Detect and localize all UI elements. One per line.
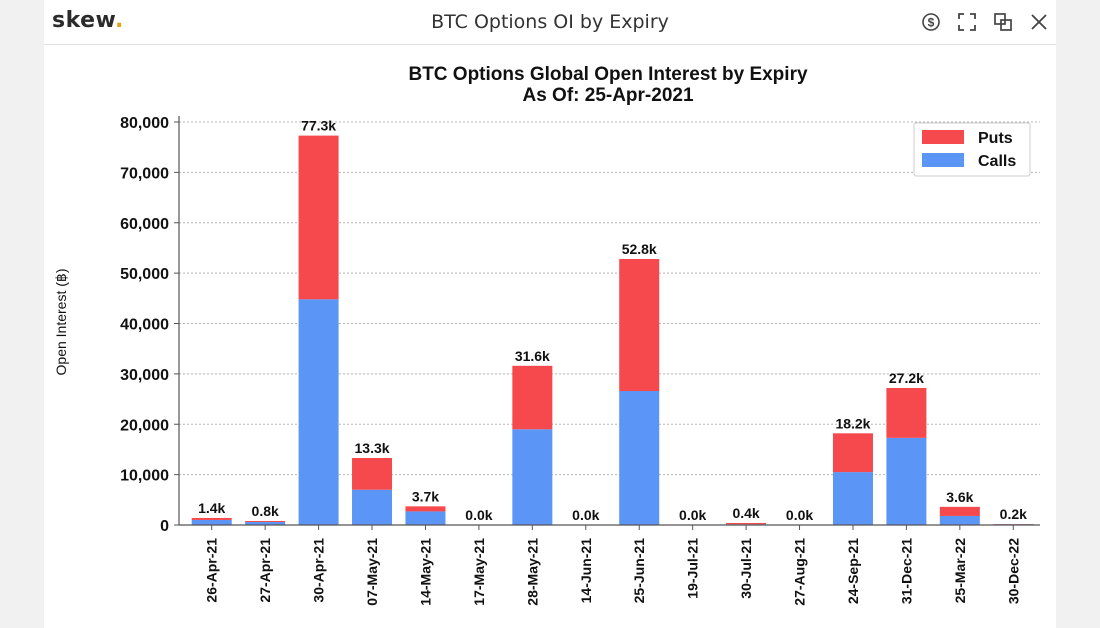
x-tick-label: 19-Jul-21	[685, 538, 701, 599]
bar-calls	[619, 391, 660, 525]
brand-name: skew	[52, 8, 115, 33]
total-data-label: 3.6k	[946, 489, 973, 505]
x-tick-label: 14-Jun-21	[578, 538, 594, 604]
bar-puts	[619, 259, 660, 392]
total-data-label: 52.8k	[622, 241, 657, 257]
total-data-label: 3.7k	[412, 488, 439, 504]
x-tick-label: 24-Sep-21	[845, 538, 861, 604]
bar-puts	[245, 520, 286, 522]
popout-icon[interactable]	[992, 11, 1014, 33]
bar-puts	[512, 365, 553, 430]
x-tick-label: 30-Dec-22	[1005, 538, 1021, 604]
y-axis-label: Open Interest (฿)	[53, 269, 69, 376]
bar-calls	[886, 437, 927, 525]
x-tick-label: 27-Apr-21	[257, 538, 273, 603]
chart-title: BTC Options Global Open Interest by Expi…	[408, 64, 807, 85]
total-data-label: 77.3k	[301, 118, 336, 134]
total-data-label: 0.0k	[465, 507, 492, 523]
bar-calls	[512, 429, 553, 525]
y-tick-label: 10,000	[120, 468, 169, 485]
legend: Puts Calls	[913, 122, 1031, 177]
y-tick-label: 30,000	[120, 367, 169, 384]
window-controls: $	[920, 9, 1050, 35]
x-tick-label: 25-Mar-22	[952, 538, 968, 604]
bar-calls	[245, 521, 286, 525]
bar-puts	[832, 433, 873, 473]
window-title: BTC Options OI by Expiry	[431, 11, 669, 33]
x-tick-label: 27-Aug-21	[792, 538, 808, 606]
x-tick-label: 07-May-21	[364, 538, 380, 606]
axes: 0 10,000 20,000 30,000 40,000 50,000 60,000 70,…	[120, 115, 1040, 606]
y-tick-label: 0	[160, 518, 169, 535]
bars: 1.4k 0.8k 77.3k 13.3k 3.7k 0.0k 31.6k 0.0k 52.8k…	[191, 118, 1034, 525]
bar-calls	[939, 515, 980, 525]
bar-calls	[405, 511, 446, 525]
bar-puts	[939, 506, 980, 516]
x-tick-label: 28-May-21	[524, 538, 540, 606]
total-data-label: 0.0k	[572, 507, 599, 523]
x-tick-label: 17-May-21	[471, 538, 487, 606]
legend-label: Puts	[978, 130, 1013, 147]
chart-subtitle: As Of: 25-Apr-2021	[522, 85, 693, 106]
brand-logo[interactable]: skew.	[52, 8, 124, 33]
currency-icon[interactable]: $	[920, 11, 942, 33]
bar-puts	[726, 522, 767, 525]
total-data-label: 31.6k	[515, 348, 550, 364]
bar-puts	[886, 387, 927, 438]
y-tick-label: 50,000	[120, 266, 169, 283]
close-icon[interactable]	[1028, 11, 1050, 33]
x-tick-label: 14-May-21	[417, 538, 433, 606]
total-data-label: 0.4k	[732, 505, 759, 521]
y-tick-label: 40,000	[120, 317, 169, 334]
bar-puts	[405, 506, 446, 512]
bar-calls	[298, 299, 339, 525]
legend-swatch	[922, 130, 964, 144]
window-header: skew. BTC Options OI by Expiry $	[44, 0, 1056, 45]
x-tick-label: 26-Apr-21	[204, 538, 220, 603]
y-tick-label: 60,000	[120, 216, 169, 233]
x-tick-label: 30-Jul-21	[738, 538, 754, 599]
legend-label: Calls	[978, 153, 1016, 170]
bar-calls	[832, 472, 873, 525]
x-tick-label: 25-Jun-21	[631, 538, 647, 604]
y-tick-label: 20,000	[120, 417, 169, 434]
total-data-label: 0.8k	[252, 503, 279, 519]
total-data-label: 27.2k	[889, 370, 924, 386]
bar-calls	[191, 519, 232, 525]
svg-text:$: $	[928, 16, 935, 30]
y-tick-label: 80,000	[120, 115, 169, 132]
bar-puts	[352, 458, 393, 490]
legend-swatch	[922, 153, 964, 167]
bar-puts	[191, 517, 232, 520]
bar-puts	[298, 135, 339, 300]
total-data-label: 0.0k	[786, 507, 813, 523]
y-tick-label: 70,000	[120, 165, 169, 182]
brand-dot: .	[114, 8, 124, 33]
total-data-label: 0.0k	[679, 507, 706, 523]
x-tick-label: 31-Dec-21	[898, 538, 914, 604]
total-data-label: 13.3k	[355, 440, 390, 456]
total-data-label: 0.2k	[1000, 506, 1027, 522]
x-tick-label: 30-Apr-21	[311, 538, 327, 603]
total-data-label: 1.4k	[198, 500, 225, 516]
expand-icon[interactable]	[956, 11, 978, 33]
bar-calls	[352, 489, 393, 525]
total-data-label: 18.2k	[835, 415, 870, 431]
